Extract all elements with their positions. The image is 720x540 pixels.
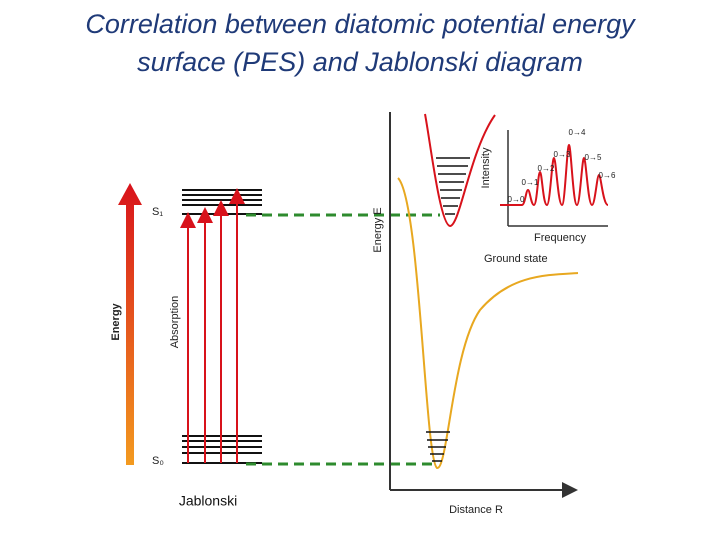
connector-lines bbox=[246, 213, 440, 466]
s0-label: S₀ bbox=[152, 455, 164, 467]
absorption-arrows bbox=[180, 188, 245, 463]
s1-label: S₁ bbox=[152, 206, 163, 218]
ground-levels bbox=[426, 431, 450, 462]
transition-label: 0→0 bbox=[508, 195, 525, 204]
transition-label: 0→1 bbox=[522, 178, 539, 187]
transition-label: 0→2 bbox=[538, 164, 555, 173]
spectrum-y-label: Intensity bbox=[480, 147, 492, 188]
excited-curve bbox=[424, 113, 496, 228]
energy-arrow bbox=[118, 183, 142, 465]
spectrum-curve bbox=[500, 143, 609, 207]
spectrum-x-label: Frequency bbox=[534, 232, 586, 244]
excited-levels bbox=[436, 157, 470, 215]
title-line: Correlation between diatomic potential e… bbox=[85, 9, 636, 39]
ground-state-label: Ground state bbox=[484, 253, 548, 265]
pes-x-label: Distance R bbox=[449, 504, 503, 516]
jablonski-caption: Jablonski bbox=[179, 493, 237, 509]
transition-label: 0→6 bbox=[599, 171, 616, 180]
pes-y-label: Energy E bbox=[372, 207, 384, 252]
absorption-label: Absorption bbox=[169, 296, 181, 349]
transition-label: 0→4 bbox=[569, 128, 586, 137]
ground-curve bbox=[397, 177, 579, 470]
transition-labels: 0→0 0→1 0→2 0→3 0→4 0→5 0→6 bbox=[508, 128, 616, 204]
transition-label: 0→3 bbox=[554, 150, 571, 159]
energy-label: Energy bbox=[110, 302, 122, 340]
transition-label: 0→5 bbox=[585, 153, 602, 162]
title-line: surface (PES) and Jablonski diagram bbox=[137, 47, 583, 77]
